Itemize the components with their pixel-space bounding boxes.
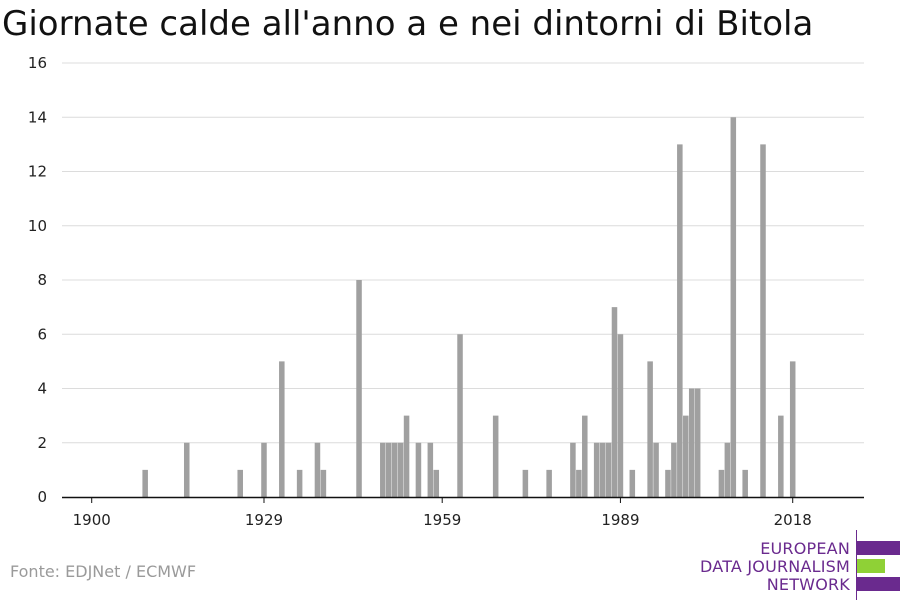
bar xyxy=(391,442,398,497)
bar xyxy=(599,442,606,497)
y-tick-label: 16 xyxy=(28,54,47,72)
bar xyxy=(611,307,618,497)
bar xyxy=(320,469,327,497)
x-tick-label: 1989 xyxy=(601,511,639,529)
y-tick-label: 10 xyxy=(28,217,47,235)
bar xyxy=(778,415,784,497)
bar xyxy=(237,469,243,497)
bar xyxy=(142,469,148,497)
bar xyxy=(789,361,796,497)
bar xyxy=(593,442,600,497)
axes: 0 2 4 6 8 10 12 14 16 1900 1929 1959 1989 2018 xyxy=(28,54,864,529)
y-tick-label: 4 xyxy=(37,380,47,398)
bar xyxy=(683,415,689,497)
bar xyxy=(760,144,766,497)
bar xyxy=(576,469,582,497)
bar xyxy=(522,469,529,497)
bar xyxy=(380,442,386,497)
logo-bar-bottom xyxy=(857,577,900,591)
edjnet-logo: EUROPEAN DATA JOURNALISM NETWORK xyxy=(700,530,900,600)
bar xyxy=(605,442,612,497)
chart-title: Giornate calde all'anno a e nei dintorni… xyxy=(2,4,814,44)
bar xyxy=(356,280,362,497)
bar xyxy=(570,442,576,497)
bar xyxy=(617,334,624,497)
logo-line-3: NETWORK xyxy=(766,575,850,594)
bar xyxy=(665,469,671,497)
bar xyxy=(385,442,392,497)
bar xyxy=(492,415,499,497)
x-tick-label: 1900 xyxy=(73,511,111,529)
bar xyxy=(677,144,683,497)
bar xyxy=(653,442,659,497)
y-tick-label: 0 xyxy=(37,488,47,506)
bars xyxy=(142,117,796,497)
x-tick-label: 1959 xyxy=(423,511,461,529)
bar xyxy=(427,442,434,497)
bar xyxy=(742,469,748,497)
source-label: Fonte: EDJNet / ECMWF xyxy=(10,562,197,581)
bar xyxy=(671,442,677,497)
bar xyxy=(314,442,321,497)
bar xyxy=(279,361,285,497)
x-tick-label: 2018 xyxy=(774,511,812,529)
logo-divider xyxy=(856,530,857,600)
y-tick-label: 2 xyxy=(37,434,47,452)
logo-bar-top xyxy=(857,541,900,555)
y-tick-label: 12 xyxy=(28,163,47,181)
bar xyxy=(397,442,404,497)
bar xyxy=(433,469,440,497)
y-tick-label: 8 xyxy=(37,271,47,289)
bar xyxy=(730,117,737,497)
bar xyxy=(718,469,725,497)
bar xyxy=(546,469,552,497)
bar xyxy=(261,442,267,497)
bar xyxy=(582,415,588,497)
logo-line-2: DATA JOURNALISM xyxy=(700,557,850,576)
logo-bar-middle xyxy=(857,559,885,573)
y-tick-label: 6 xyxy=(37,325,47,343)
bar xyxy=(688,388,695,497)
logo-line-1: EUROPEAN xyxy=(760,539,850,558)
bar xyxy=(296,469,303,497)
bar xyxy=(457,334,463,497)
bar xyxy=(403,415,410,497)
bar xyxy=(647,361,653,497)
x-tick-label: 1929 xyxy=(245,511,283,529)
bar xyxy=(724,442,731,497)
gridlines xyxy=(62,62,864,444)
bar xyxy=(183,442,190,497)
bar xyxy=(694,388,701,497)
y-tick-label: 14 xyxy=(28,108,47,126)
bar xyxy=(629,469,636,497)
bar xyxy=(415,442,422,497)
